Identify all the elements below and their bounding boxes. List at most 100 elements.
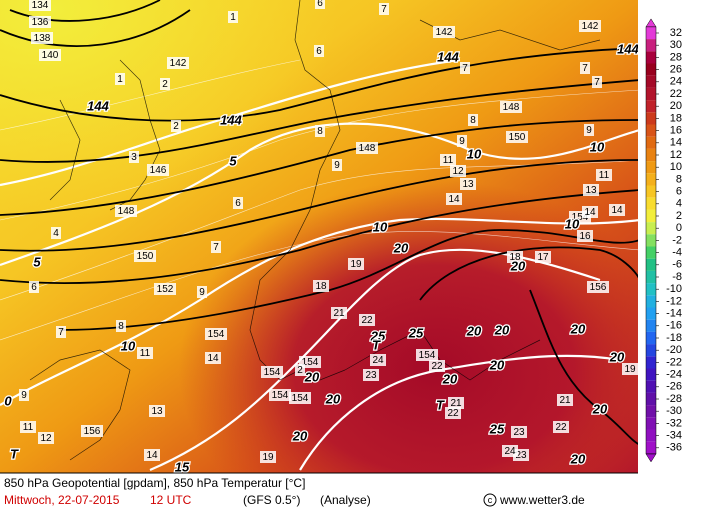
scale-label: -30 [666, 405, 682, 417]
scale-label: 22 [670, 88, 682, 100]
color-scale: 32302826242220181614121086420-2-4-6-8-10… [645, 18, 682, 463]
contour-label: 22 [447, 408, 459, 419]
contour-label: 9 [459, 136, 465, 147]
contour-label: 14 [611, 205, 623, 216]
contour-label: 22 [361, 315, 373, 326]
contour-label: 154 [264, 367, 281, 378]
scale-label: 14 [670, 137, 682, 149]
footer-title: 850 hPa Geopotential [gpdam], 850 hPa Te… [4, 476, 305, 490]
footer-model: (GFS 0.5°) [243, 493, 300, 507]
scale-swatch [646, 63, 656, 76]
scale-label: 32 [670, 27, 682, 39]
label-box [289, 392, 311, 404]
label-box [211, 241, 221, 253]
label-box [609, 204, 625, 216]
map: 1341361381401421421421461481501521541481… [0, 0, 638, 473]
contour-label: 142 [582, 21, 599, 32]
label-box [129, 151, 139, 163]
label-box [56, 326, 66, 338]
contour-value: 144 [437, 49, 459, 64]
scale-label: 12 [670, 149, 682, 161]
label-box [31, 32, 53, 44]
contour-label: 136 [32, 17, 49, 28]
scale-swatch [646, 258, 656, 271]
label-box [315, 0, 325, 9]
contour-label: 2 [297, 365, 303, 376]
contour-value: 144 [220, 112, 242, 127]
contour-label: 138 [34, 33, 51, 44]
scale-swatch [646, 295, 656, 308]
label-box [622, 363, 638, 375]
label-box [331, 307, 347, 319]
contour-label: 24 [504, 446, 516, 457]
footer-background [0, 473, 704, 513]
label-box [557, 394, 573, 406]
label-box [269, 389, 291, 401]
label-box [596, 169, 612, 181]
label-box [39, 49, 61, 61]
contour-value: 20 [325, 391, 341, 406]
scale-swatch [646, 246, 656, 259]
contour-label: 1 [230, 12, 236, 23]
label-box [51, 227, 61, 239]
scale-label: 4 [676, 198, 682, 210]
contour-label: 140 [42, 50, 59, 61]
contour-value: 20 [489, 357, 505, 372]
contour-label: 9 [586, 125, 592, 136]
copyright-icon: c [488, 495, 493, 505]
contour-value: 0 [4, 393, 12, 408]
label-box [38, 432, 54, 444]
contour-label: 14 [146, 450, 158, 461]
label-box [577, 230, 593, 242]
contour-label: 11 [599, 170, 610, 181]
contour-value: 20 [592, 401, 608, 416]
label-box [154, 283, 176, 295]
contour-label: 154 [572, 212, 589, 223]
contour-value: 20 [609, 349, 625, 364]
scale-label: 26 [670, 64, 682, 76]
scale-swatch [646, 26, 656, 40]
scale-label: 16 [670, 125, 682, 137]
contour-label: 9 [21, 390, 27, 401]
footer-credit[interactable]: www.wetter3.de [499, 493, 585, 507]
contour-value: 10 [121, 338, 136, 353]
label-box [205, 352, 221, 364]
contour-label: 11 [443, 155, 454, 166]
label-box [116, 320, 126, 332]
contour-label: 2 [162, 79, 168, 90]
scale-swatch [646, 209, 656, 223]
contour-label: 14 [584, 207, 596, 218]
scale-label: -14 [666, 308, 682, 320]
contour-label: 152 [157, 284, 174, 295]
scale-label: -22 [666, 356, 682, 368]
contour-label: 6 [316, 46, 322, 57]
contour-label: 7 [381, 4, 387, 15]
contour-value: 20 [442, 371, 458, 386]
contour-label: 154 [292, 393, 309, 404]
label-box [134, 250, 156, 262]
label-box [580, 62, 590, 74]
scale-swatch [646, 197, 656, 210]
contour-label: 23 [513, 427, 525, 438]
label-box [261, 366, 283, 378]
contour-label: 21 [333, 308, 345, 319]
label-box [260, 451, 276, 463]
scale-label: 18 [670, 112, 682, 124]
contour-value: 25 [370, 328, 386, 343]
label-box [149, 405, 165, 417]
label-box [115, 205, 137, 217]
scale-label: -12 [666, 295, 682, 307]
label-box [228, 11, 238, 23]
scale-label: -4 [672, 247, 682, 259]
label-box [370, 354, 386, 366]
scale-label: -16 [666, 320, 682, 332]
label-box [457, 135, 467, 147]
contour-label: 21 [450, 398, 462, 409]
contour-value: 25 [489, 421, 505, 436]
scale-label: -28 [666, 393, 682, 405]
contour-label: 7 [462, 63, 468, 74]
footer-time: 12 UTC [150, 493, 192, 507]
scale-swatch [646, 161, 656, 174]
scale-swatch [646, 136, 656, 149]
